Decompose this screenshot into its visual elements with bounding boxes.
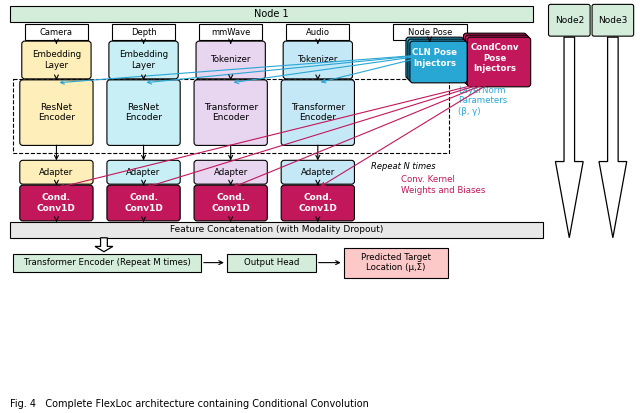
Text: Node2: Node2 [555,16,584,25]
Text: Tokenizer: Tokenizer [211,55,251,64]
Text: Output Head: Output Head [244,258,299,267]
Text: Transformer
Encoder: Transformer Encoder [204,103,258,122]
Text: mmWave: mmWave [211,28,250,37]
Text: Repeat N times: Repeat N times [371,162,436,171]
FancyBboxPatch shape [25,24,88,40]
FancyBboxPatch shape [283,41,353,79]
FancyBboxPatch shape [194,80,268,145]
Text: Depth: Depth [131,28,156,37]
FancyBboxPatch shape [227,254,316,272]
Text: Adapter: Adapter [127,168,161,177]
Polygon shape [556,37,583,238]
FancyBboxPatch shape [10,6,532,22]
FancyBboxPatch shape [194,185,268,221]
Text: CondConv
Pose
Injectors: CondConv Pose Injectors [471,43,519,73]
FancyBboxPatch shape [196,41,266,79]
Text: LayerNorm
Parameters
(β, γ): LayerNorm Parameters (β, γ) [458,86,508,116]
FancyBboxPatch shape [112,24,175,40]
FancyBboxPatch shape [463,33,527,83]
Text: Node Pose: Node Pose [408,28,452,37]
Text: Embedding
Layer: Embedding Layer [32,50,81,70]
Text: Conv. Kernel
Weights and Biases: Conv. Kernel Weights and Biases [401,176,485,195]
Text: Adapter: Adapter [214,168,248,177]
Text: Node3: Node3 [598,16,628,25]
Text: Camera: Camera [40,28,73,37]
FancyBboxPatch shape [20,160,93,184]
FancyBboxPatch shape [13,254,201,272]
Text: Adapter: Adapter [39,168,74,177]
Text: Adapter: Adapter [301,168,335,177]
Text: Embedding
Layer: Embedding Layer [119,50,168,70]
FancyBboxPatch shape [22,41,91,79]
FancyBboxPatch shape [281,160,355,184]
Text: Cond.
Conv1D: Cond. Conv1D [37,193,76,213]
Text: Cond.
Conv1D: Cond. Conv1D [298,193,337,213]
Polygon shape [599,37,627,238]
Text: Transformer Encoder (Repeat M times): Transformer Encoder (Repeat M times) [24,258,190,267]
Text: Transformer
Encoder: Transformer Encoder [291,103,345,122]
FancyBboxPatch shape [393,24,467,40]
FancyBboxPatch shape [107,160,180,184]
Text: ResNet
Encoder: ResNet Encoder [38,103,75,122]
FancyBboxPatch shape [194,160,268,184]
Text: Predicted Target
Location (μ,Σ): Predicted Target Location (μ,Σ) [360,253,431,272]
Text: ResNet
Encoder: ResNet Encoder [125,103,162,122]
FancyBboxPatch shape [286,24,349,40]
FancyBboxPatch shape [109,41,178,79]
FancyBboxPatch shape [199,24,262,40]
Text: Tokenizer: Tokenizer [298,55,338,64]
FancyBboxPatch shape [281,185,355,221]
FancyBboxPatch shape [548,5,590,36]
Text: Audio: Audio [306,28,330,37]
FancyBboxPatch shape [344,248,447,278]
Text: Node 1: Node 1 [254,9,289,19]
Text: Cond.
Conv1D: Cond. Conv1D [211,193,250,213]
Text: CLN Pose
Injectors: CLN Pose Injectors [412,48,457,68]
FancyBboxPatch shape [406,37,463,79]
Text: Fig. 4   Complete FlexLoc architecture containing Conditional Convolution: Fig. 4 Complete FlexLoc architecture con… [10,399,369,409]
FancyBboxPatch shape [107,80,180,145]
FancyBboxPatch shape [465,35,529,85]
FancyBboxPatch shape [592,5,634,36]
FancyBboxPatch shape [107,185,180,221]
FancyBboxPatch shape [20,185,93,221]
FancyBboxPatch shape [467,37,531,87]
FancyBboxPatch shape [410,41,467,83]
FancyBboxPatch shape [281,80,355,145]
Text: Cond.
Conv1D: Cond. Conv1D [124,193,163,213]
FancyBboxPatch shape [408,39,465,81]
Text: Feature Concatenation (with Modality Dropout): Feature Concatenation (with Modality Dro… [170,225,383,234]
FancyBboxPatch shape [10,222,543,238]
Polygon shape [95,238,113,252]
FancyBboxPatch shape [20,80,93,145]
